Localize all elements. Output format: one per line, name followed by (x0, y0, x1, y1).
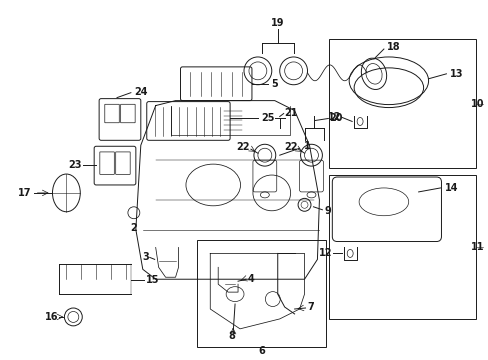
Text: 15: 15 (145, 275, 159, 285)
Bar (328, 175, 475, 319)
Text: 3: 3 (142, 252, 148, 262)
Bar (197, 239, 325, 347)
Text: 7: 7 (307, 302, 314, 312)
Text: 18: 18 (386, 42, 400, 52)
Text: 17: 17 (18, 188, 32, 198)
Text: 19: 19 (270, 18, 284, 28)
Text: 23: 23 (68, 160, 81, 170)
Text: 12: 12 (327, 112, 341, 122)
Text: 14: 14 (444, 183, 457, 193)
Text: 13: 13 (449, 69, 463, 79)
Text: 8: 8 (228, 331, 235, 341)
Text: 16: 16 (45, 312, 59, 322)
Text: 20: 20 (328, 113, 342, 123)
Text: 1: 1 (303, 141, 310, 151)
Text: 6: 6 (258, 346, 264, 356)
Text: 24: 24 (134, 87, 147, 97)
Text: 21: 21 (284, 108, 298, 117)
Text: 5: 5 (270, 79, 277, 89)
Text: 11: 11 (469, 243, 483, 252)
Text: 4: 4 (247, 274, 254, 284)
Text: 12: 12 (318, 248, 332, 258)
Text: 22: 22 (236, 142, 249, 152)
Text: 25: 25 (260, 113, 274, 123)
Text: 2: 2 (130, 222, 137, 233)
Bar (328, 39, 475, 168)
Text: 22: 22 (284, 142, 297, 152)
Text: 9: 9 (324, 206, 330, 216)
Text: 10: 10 (469, 99, 483, 109)
